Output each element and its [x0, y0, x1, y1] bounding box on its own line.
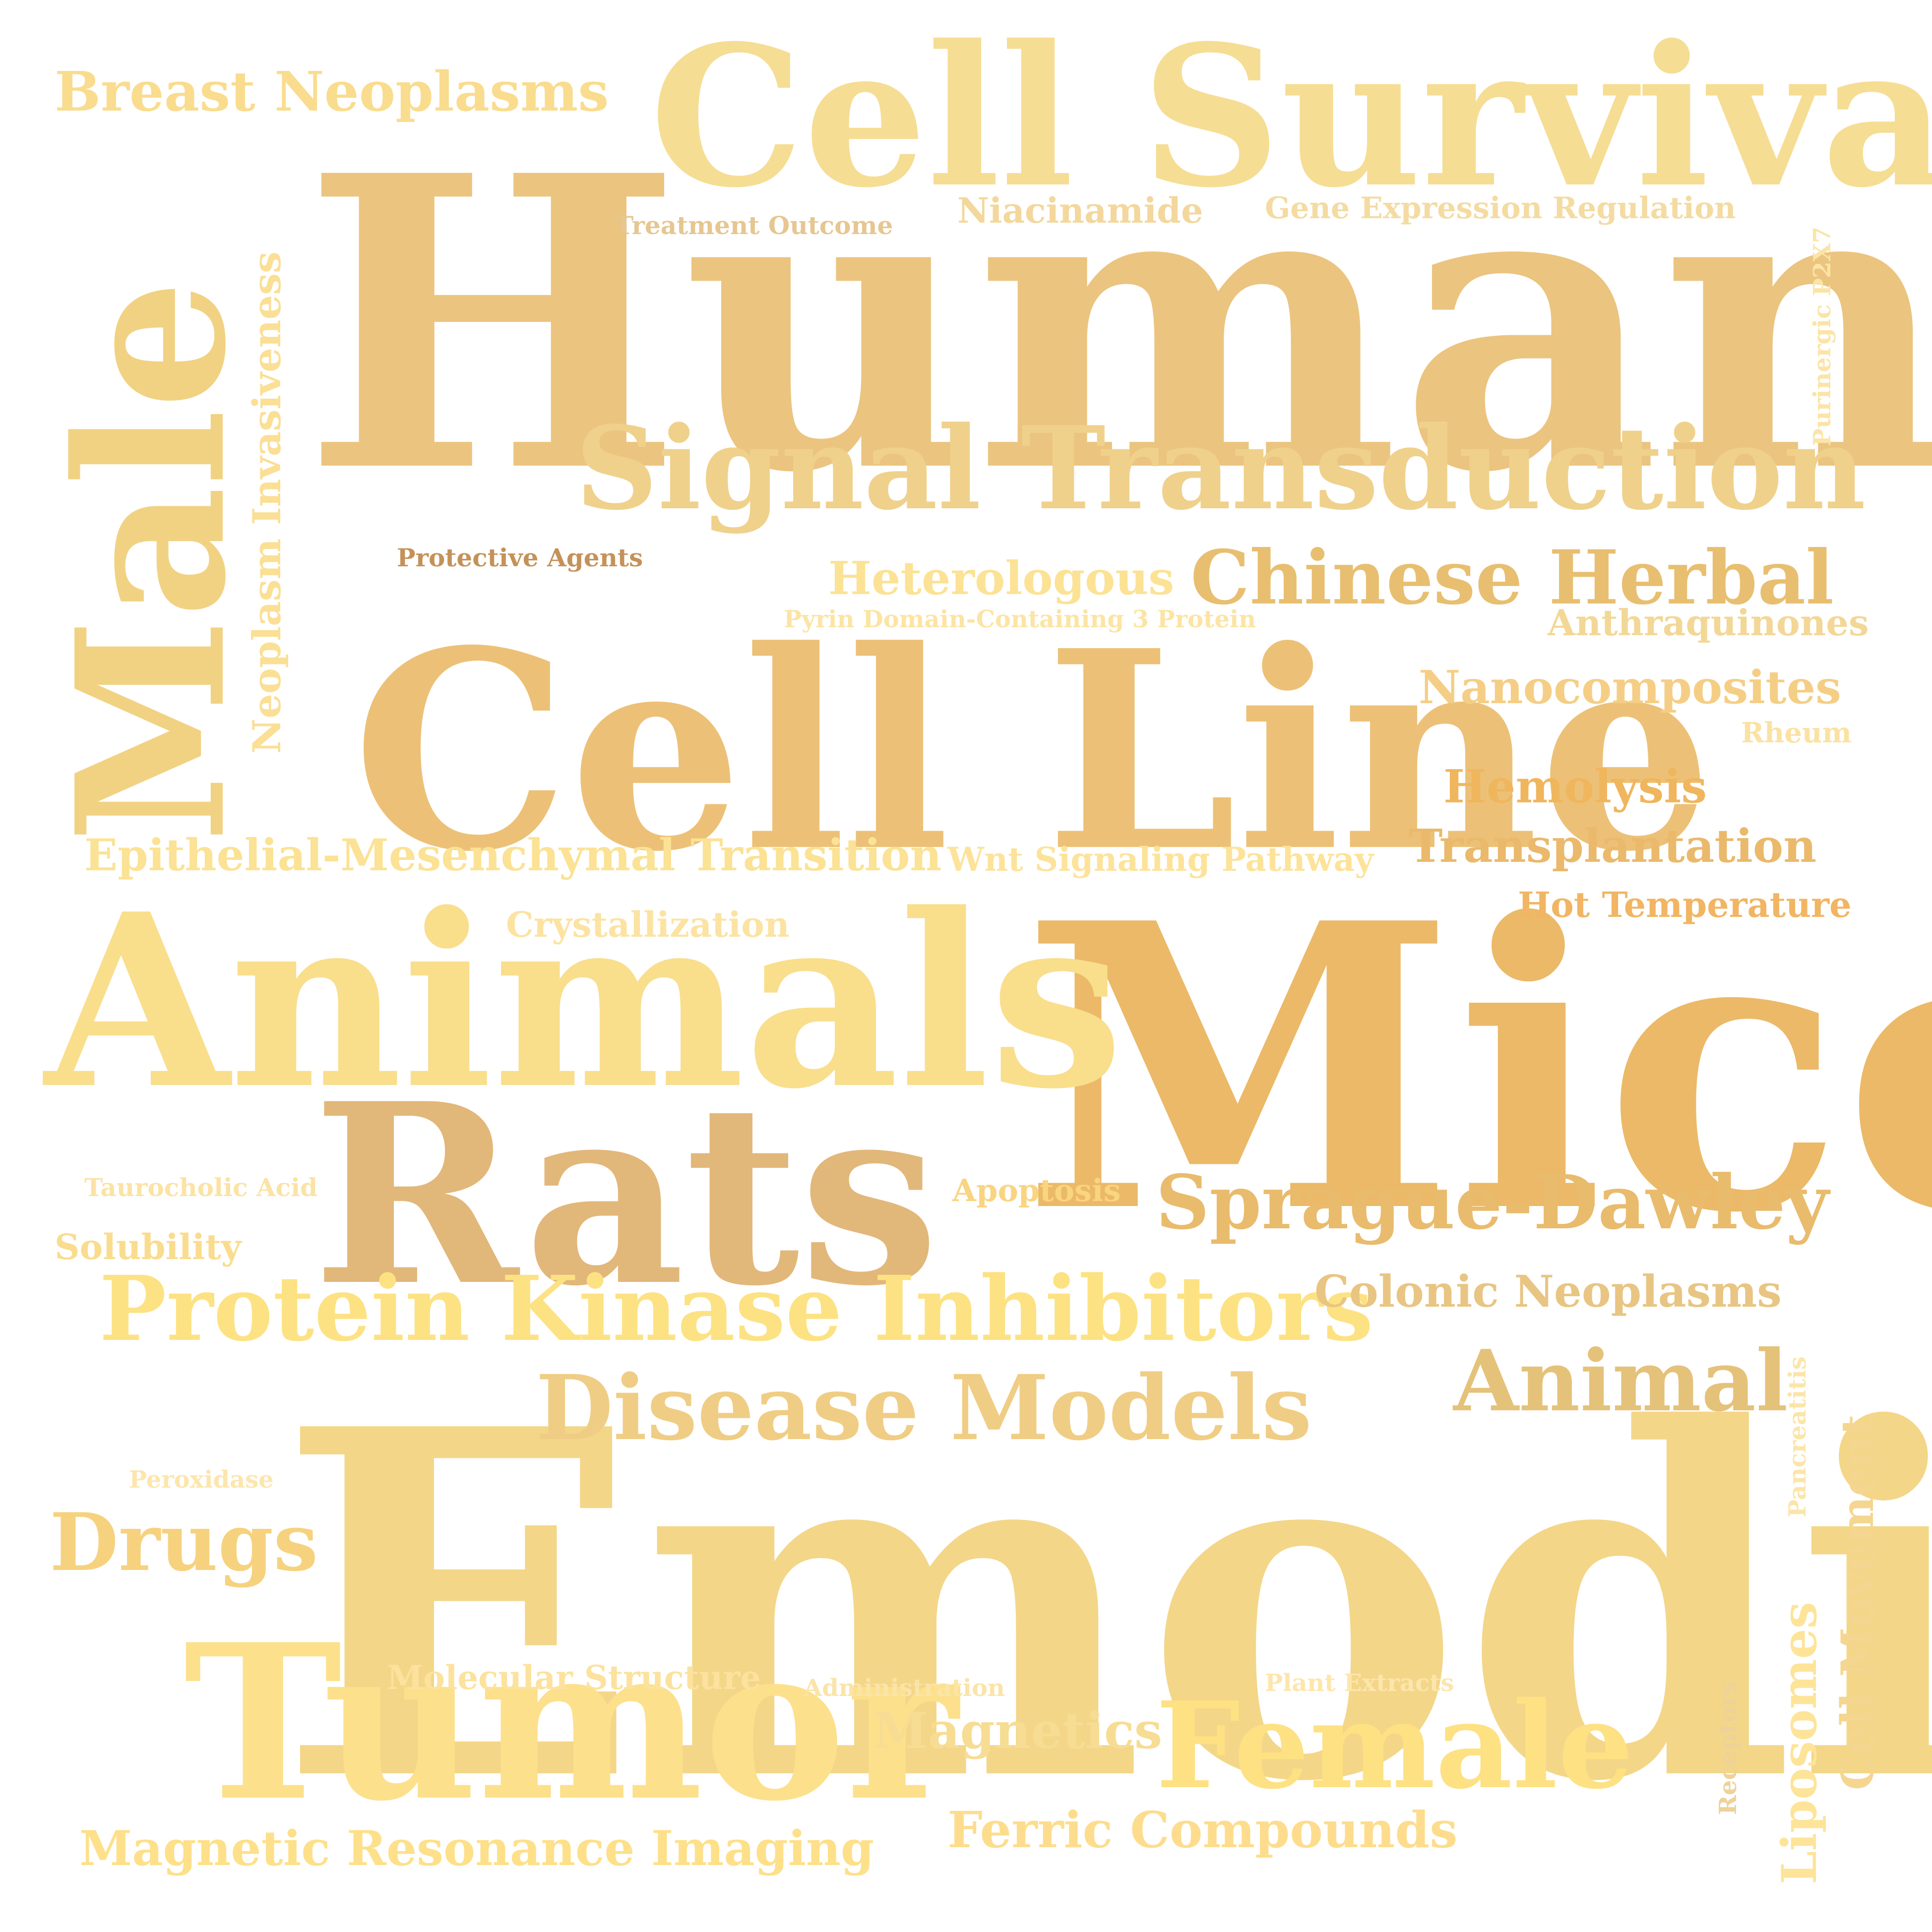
word-emodin: Emodin	[278, 1327, 1932, 1886]
word-cell-line: Cell Line	[352, 591, 1713, 911]
word-heterologous: Heterologous	[828, 551, 1175, 605]
word-cell-survival: Cell Survival	[650, 3, 1932, 230]
word-plant-extracts: Plant Extracts	[1265, 1669, 1454, 1697]
word-pyrin-domain-containing-3-protein: Pyrin Domain-Containing 3 Protein	[784, 605, 1256, 633]
word-mice: Mice	[1022, 839, 1932, 1299]
word-apoptosis: Apoptosis	[952, 1172, 1121, 1208]
word-humans: Humans	[303, 89, 1932, 561]
word-rheum: Rheum	[1741, 717, 1852, 749]
word-ferric-compounds: Ferric Compounds	[947, 1801, 1458, 1859]
word-hot-temperature: Hot Temperature	[1518, 884, 1852, 925]
word-drugs: Drugs	[50, 1496, 318, 1589]
word-taurocholic-acid: Taurocholic Acid	[84, 1173, 318, 1202]
word-nanocomposites: Nanocomposites	[1419, 661, 1841, 714]
word-cell-movement: Cell Movement	[1831, 1414, 1884, 1790]
word-rats: Rats	[312, 1049, 939, 1340]
word-sprague-dawley: Sprague-Dawley	[1156, 1159, 1829, 1246]
word-transplantation: Transplantation	[1409, 819, 1817, 873]
word-animal: Animal	[1453, 1331, 1788, 1431]
word-niacinamide: Niacinamide	[957, 190, 1203, 231]
word-solubility: Solubility	[55, 1226, 242, 1268]
word-pancreatitis: Pancreatitis	[1784, 1356, 1811, 1517]
word-animals: Animals	[45, 862, 1124, 1142]
word-purinergic-p2x7: Purinergic P2X7	[1808, 226, 1836, 446]
word-breast-neoplasms: Breast Neoplasms	[55, 60, 609, 123]
word-male: Male	[32, 279, 271, 843]
word-treatment-outcome: Treatment Outcome	[615, 211, 893, 240]
word-epithelial-mesenchymal-transition: Epithelial-Mesenchymal Transition	[84, 829, 942, 881]
word-peroxidase: Peroxidase	[129, 1466, 274, 1494]
word-signal-transduction: Signal Transduction	[575, 402, 1866, 536]
word-protective-agents: Protective Agents	[397, 543, 643, 572]
word-gene-expression-regulation: Gene Expression Regulation	[1265, 191, 1736, 226]
word-hemolysis: Hemolysis	[1443, 760, 1707, 813]
word-anthraquinones: Anthraquinones	[1548, 602, 1869, 644]
word-neoplasm-invasiveness: Neoplasm Invasiveness	[245, 251, 290, 754]
word-receptors: Receptors	[1714, 1681, 1742, 1815]
word-wnt-signaling-pathway: Wnt Signaling Pathway	[947, 840, 1374, 879]
word-disease-models: Disease Models	[536, 1356, 1312, 1460]
word-protein-kinase-inhibitors: Protein Kinase Inhibitors	[99, 1257, 1373, 1361]
word-colonic-neoplasms: Colonic Neoplasms	[1314, 1266, 1782, 1317]
word-liposomes: Liposomes	[1771, 1602, 1827, 1884]
word-tumor: Tumor	[184, 1598, 958, 1848]
word-administration: Administration	[804, 1674, 1005, 1702]
word-female: Female	[1156, 1676, 1634, 1815]
word-magnetic-resonance-imaging: Magnetic Resonance Imaging	[79, 1820, 874, 1876]
word-crystallization: Crystallization	[506, 904, 790, 945]
word-chinese-herbal: Chinese Herbal	[1190, 534, 1834, 621]
word-magnetics: Magnetics	[873, 1701, 1163, 1760]
word-molecular-structure: Molecular Structure	[387, 1658, 761, 1697]
